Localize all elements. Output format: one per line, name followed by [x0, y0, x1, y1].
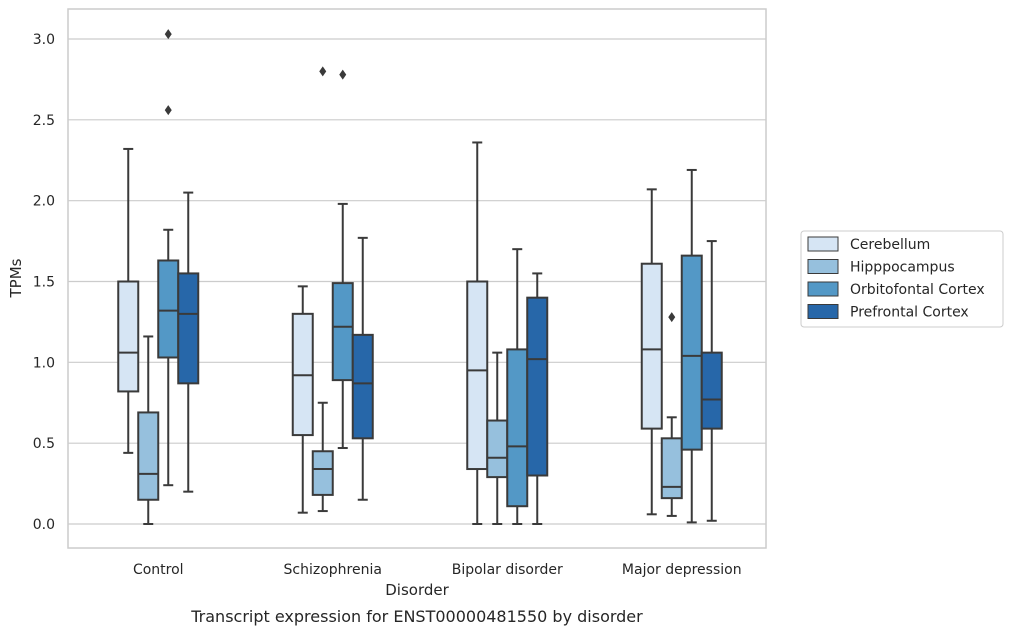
box-body — [157, 259, 180, 359]
legend-swatch — [807, 236, 839, 252]
box-0-3 — [177, 191, 200, 493]
legend-label: Orbitofontal Cortex — [850, 282, 985, 298]
y-tick-label: 0.5 — [33, 436, 55, 452]
box-body — [660, 437, 683, 500]
y-tick-label: 3.0 — [33, 32, 55, 48]
box-groups — [117, 29, 723, 525]
x-tick-label: Bipolar disorder — [452, 562, 563, 578]
box-body — [117, 280, 140, 393]
box-body — [680, 254, 703, 451]
x-axis-ticks: Control Schizophrenia Bipolar disorder Majo… — [133, 562, 742, 578]
box-3-1 — [660, 312, 683, 517]
x-tick-label: Schizophrenia — [284, 562, 382, 578]
legend-frame — [800, 230, 1004, 328]
outlier-point — [339, 69, 347, 80]
plot-area-frame — [67, 8, 767, 549]
box-3-2 — [680, 168, 703, 524]
box-3-3 — [700, 240, 723, 522]
box-1-2 — [331, 69, 354, 450]
box-body — [486, 419, 509, 479]
outlier-point — [319, 66, 327, 77]
box-body — [311, 450, 334, 496]
legend: Cerebellum Hipppocampus Orbitofontal Corte… — [800, 230, 1004, 328]
y-axis-title: TPMs — [7, 258, 25, 298]
box-2-3 — [526, 272, 549, 525]
outlier-point — [164, 105, 172, 116]
x-axis-title: Disorder — [385, 581, 449, 599]
x-tick-label: Control — [133, 562, 184, 578]
legend-label: Prefrontal Cortex — [850, 305, 969, 321]
box-body — [506, 348, 529, 508]
legend-swatch — [807, 259, 839, 274]
legend-label: Cerebellum — [850, 237, 930, 253]
box-body — [526, 296, 549, 477]
y-tick-label: 1.5 — [33, 275, 55, 291]
box-0-1 — [137, 335, 160, 525]
legend-swatch — [807, 281, 839, 297]
legend-swatch — [807, 304, 839, 319]
box-2-1 — [486, 351, 509, 525]
x-tick-label: Major depression — [622, 562, 742, 578]
legend-label: Hipppocampus — [850, 260, 955, 276]
box-body — [351, 333, 374, 440]
y-tick-label: 0.0 — [33, 517, 55, 533]
y-tick-label: 1.0 — [33, 355, 55, 371]
y-axis-ticks: 0.0 0.5 1.0 1.5 2.0 2.5 3.0 — [33, 32, 55, 533]
chart-caption: Transcript expression for ENST0000048155… — [190, 607, 643, 626]
box-body — [466, 280, 489, 471]
box-1-0 — [291, 285, 314, 514]
box-body — [177, 272, 200, 385]
box-body — [640, 262, 663, 430]
box-body — [700, 351, 723, 430]
box-2-2 — [506, 248, 529, 525]
box-body — [137, 411, 160, 501]
box-0-2 — [157, 29, 180, 487]
box-body — [331, 282, 354, 382]
box-2-0 — [466, 141, 489, 525]
outlier-point — [668, 312, 676, 323]
outlier-point — [164, 29, 172, 40]
box-3-0 — [640, 188, 663, 516]
box-1-1 — [311, 66, 334, 513]
y-tick-label: 2.5 — [33, 113, 55, 129]
y-tick-label: 2.0 — [33, 194, 55, 210]
box-0-0 — [117, 147, 140, 454]
box-1-3 — [351, 236, 374, 501]
